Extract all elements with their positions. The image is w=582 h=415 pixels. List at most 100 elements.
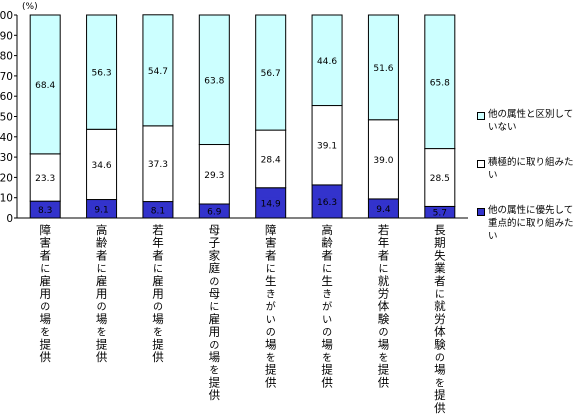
category-label-char: に — [322, 263, 332, 275]
category-label-char: の — [378, 328, 388, 339]
legend-label: 積極的に取り組みた い — [488, 157, 574, 181]
category-label-char: 雇 — [96, 274, 108, 288]
data-label-bg — [91, 67, 112, 78]
y-tick-label: 80 — [0, 51, 13, 63]
category-label-char: に — [209, 301, 219, 313]
data-label: 8.1 — [151, 206, 165, 216]
category-label-char: 供 — [96, 350, 108, 364]
legend-label: 他の属性と区別して いない — [488, 109, 574, 133]
category-label-char: 用 — [209, 325, 221, 339]
category-label-char: を — [209, 365, 219, 377]
labels-layer: 8.3 23.3 68.4 9.1 34.6 56.3 8.1 37.3 54.7 6.9 29.3… — [35, 55, 450, 219]
category-label-char: を — [40, 327, 50, 339]
data-label-bg — [204, 74, 225, 85]
category-label-char: 場 — [39, 312, 51, 326]
category-label-char: 害 — [265, 236, 277, 250]
category-label-char: 生 — [265, 274, 277, 288]
category-label-char: 就 — [434, 299, 446, 313]
category-label-char: 業 — [434, 261, 446, 275]
category-label-char: 提 — [39, 337, 51, 351]
category-label-char: の — [209, 277, 219, 288]
legend: 他の属性と区別して いない 積極的に取り組みた い 他の属性に優先して 重点的に… — [477, 108, 577, 265]
data-label: 68.4 — [35, 81, 55, 91]
data-label-bg — [260, 197, 281, 208]
category-label-char: 場 — [434, 363, 446, 377]
category-label-char: 者 — [321, 248, 333, 262]
category-label-char: 供 — [378, 375, 390, 389]
category-label-char: 者 — [96, 248, 108, 262]
category-label-char: 雇 — [39, 274, 51, 288]
category-label-char: き — [322, 289, 332, 301]
category-label-char: 場 — [152, 312, 164, 326]
y-tick-label: 30 — [0, 152, 13, 164]
data-label: 28.4 — [261, 155, 281, 165]
y-tick-label: 70 — [0, 71, 13, 83]
category-label-char: 場 — [321, 337, 333, 351]
data-label: 65.8 — [430, 78, 450, 88]
category-label-char: 高 — [321, 223, 333, 237]
legend-item-no-distinction: 他の属性と区別して いない — [477, 108, 577, 134]
data-label: 34.6 — [92, 161, 112, 171]
category-label-char: 就 — [378, 274, 390, 288]
category-label-char: 提 — [378, 363, 390, 377]
category-label-char: に — [378, 263, 388, 275]
category-label-char: 供 — [209, 388, 221, 402]
category-label-char: 用 — [39, 287, 51, 301]
y-tick-label: 50 — [0, 112, 13, 124]
category-label-char: 雇 — [152, 274, 164, 288]
data-label-bg — [91, 203, 112, 214]
category-label-char: い — [266, 315, 276, 326]
data-label-bg — [317, 55, 338, 66]
data-label: 28.5 — [430, 174, 450, 184]
category-label-char: を — [378, 352, 388, 364]
axis-layer: 0 10 20 30 40 50 60 70 80 90 100 — [0, 10, 468, 225]
data-label: 37.3 — [148, 160, 168, 170]
category-label-char: の — [153, 302, 163, 313]
data-label-bg — [429, 76, 450, 87]
category-label-char: 場 — [265, 337, 277, 351]
data-label: 39.0 — [373, 156, 393, 166]
data-label-bg — [373, 154, 394, 165]
data-label-bg — [35, 172, 56, 183]
y-tick-label: 10 — [0, 193, 13, 205]
category-label-char: の — [209, 340, 219, 351]
category-label-char: 齢 — [96, 236, 108, 250]
data-label-bg — [204, 169, 225, 180]
data-label: 56.7 — [261, 69, 281, 79]
data-label-bg — [204, 205, 225, 216]
data-label: 5.7 — [433, 209, 447, 219]
category-label-char: 労 — [378, 287, 390, 301]
bars-layer — [29, 14, 456, 219]
y-tick-label: 100 — [0, 10, 13, 22]
category-label-char: 提 — [434, 388, 446, 402]
category-label-char: 用 — [96, 287, 108, 301]
category-label-char: 庭 — [209, 261, 221, 275]
y-tick-label: 90 — [0, 30, 13, 42]
category-label-char: 者 — [378, 248, 390, 262]
category-label-char: 供 — [265, 375, 277, 389]
y-axis-unit-label: (%) — [22, 2, 38, 12]
data-label: 51.6 — [373, 64, 393, 74]
category-label-char: 験 — [378, 312, 390, 326]
category-label-char: 者 — [39, 248, 51, 262]
category-label-char: 齢 — [321, 236, 333, 250]
data-label: 8.3 — [38, 206, 52, 216]
category-label-char: 供 — [152, 350, 164, 364]
category-label-char: が — [266, 300, 276, 313]
category-label-char: 子 — [209, 236, 221, 250]
category-label-char: 家 — [209, 248, 221, 262]
category-label-char: 年 — [152, 236, 164, 250]
category-label-char: に — [153, 263, 163, 275]
data-label-bg — [35, 79, 56, 90]
category-label-char: 長 — [434, 223, 446, 237]
category-label-char: 供 — [321, 375, 333, 389]
category-label-char: 若 — [378, 223, 390, 237]
